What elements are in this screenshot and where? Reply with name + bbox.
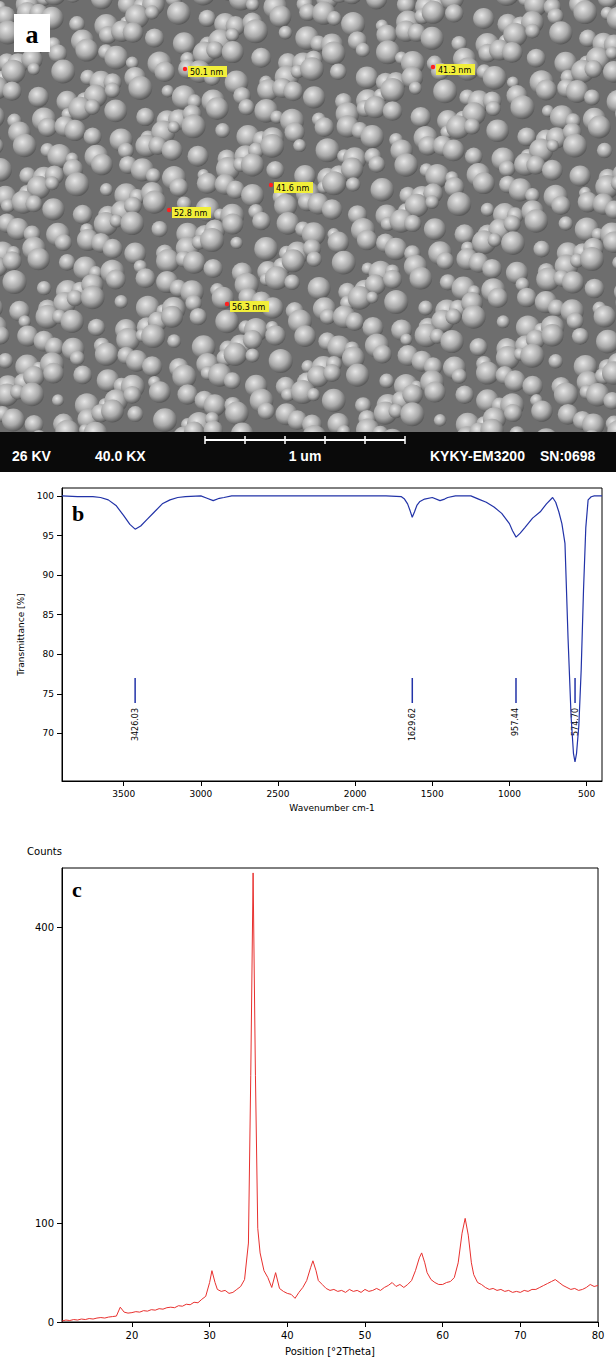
svg-text:70: 70 bbox=[43, 728, 55, 738]
svg-text:c: c bbox=[72, 877, 82, 902]
svg-text:41.3 nm: 41.3 nm bbox=[438, 66, 471, 75]
svg-text:2000: 2000 bbox=[344, 789, 367, 799]
svg-text:26 KV: 26 KV bbox=[12, 448, 52, 464]
svg-text:Position [°2Theta]: Position [°2Theta] bbox=[285, 1346, 375, 1357]
svg-text:52.8 nm: 52.8 nm bbox=[174, 209, 207, 218]
svg-text:95: 95 bbox=[43, 531, 54, 541]
svg-text:1500: 1500 bbox=[421, 789, 444, 799]
svg-text:75: 75 bbox=[43, 689, 54, 699]
svg-text:Wavenumber cm-1: Wavenumber cm-1 bbox=[289, 803, 374, 813]
svg-text:3426.03: 3426.03 bbox=[131, 708, 140, 741]
svg-text:2500: 2500 bbox=[267, 789, 290, 799]
svg-text:80: 80 bbox=[43, 649, 55, 659]
svg-text:80: 80 bbox=[592, 1330, 605, 1341]
svg-text:400: 400 bbox=[35, 922, 54, 933]
svg-text:957.44: 957.44 bbox=[511, 708, 520, 736]
svg-text:Counts: Counts bbox=[27, 846, 62, 857]
svg-text:90: 90 bbox=[43, 570, 55, 580]
svg-text:100: 100 bbox=[35, 1218, 54, 1229]
svg-text:574.70: 574.70 bbox=[570, 708, 580, 736]
svg-text:1000: 1000 bbox=[498, 789, 521, 799]
svg-text:56.3 nm: 56.3 nm bbox=[232, 303, 265, 312]
svg-text:30: 30 bbox=[203, 1330, 216, 1341]
svg-text:a: a bbox=[26, 20, 39, 49]
svg-text:40.0 KX: 40.0 KX bbox=[95, 448, 146, 464]
svg-text:85: 85 bbox=[43, 610, 54, 620]
svg-text:41.6 nm: 41.6 nm bbox=[276, 184, 309, 193]
svg-text:500: 500 bbox=[578, 789, 595, 799]
svg-text:1 um: 1 um bbox=[289, 448, 322, 464]
svg-text:1629.62: 1629.62 bbox=[408, 708, 417, 741]
svg-text:b: b bbox=[72, 501, 84, 526]
svg-text:3000: 3000 bbox=[189, 789, 212, 799]
svg-text:KYKY-EM3200: KYKY-EM3200 bbox=[430, 448, 525, 464]
svg-text:0: 0 bbox=[48, 1317, 54, 1328]
svg-text:20: 20 bbox=[126, 1330, 139, 1341]
svg-text:SN:0698: SN:0698 bbox=[540, 448, 595, 464]
svg-text:50.1 nm: 50.1 nm bbox=[190, 68, 223, 77]
svg-text:60: 60 bbox=[436, 1330, 449, 1341]
svg-text:50: 50 bbox=[359, 1330, 372, 1341]
svg-text:40: 40 bbox=[281, 1330, 294, 1341]
svg-text:3500: 3500 bbox=[112, 789, 135, 799]
svg-text:100: 100 bbox=[37, 491, 54, 501]
svg-text:Transmittance [%]: Transmittance [%] bbox=[16, 593, 26, 676]
svg-text:70: 70 bbox=[514, 1330, 527, 1341]
